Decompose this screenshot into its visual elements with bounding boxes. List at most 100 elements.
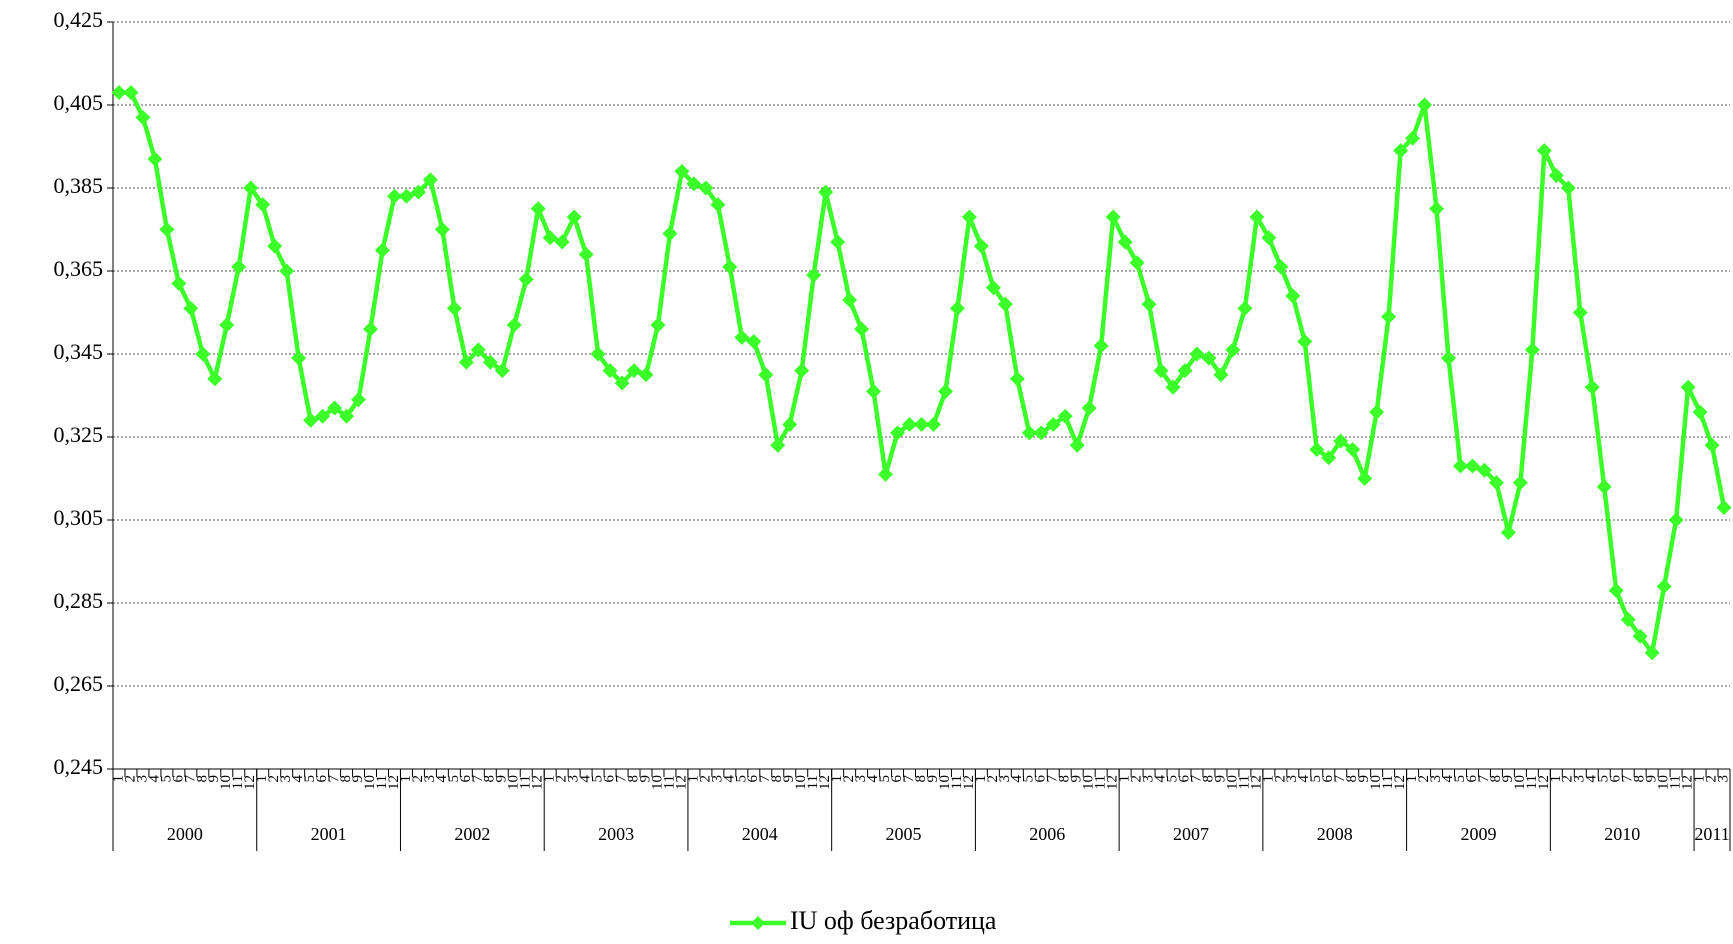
- y-tick-label: 0,325: [54, 422, 104, 447]
- year-label: 2001: [311, 824, 347, 844]
- marker: [1201, 350, 1217, 366]
- marker: [734, 329, 750, 345]
- series-line: [118, 90, 1727, 656]
- marker: [1345, 441, 1361, 457]
- marker: [770, 437, 786, 453]
- x-tick-label: 9: [925, 775, 941, 783]
- x-tick-label: 5: [158, 775, 174, 783]
- x-tick-label: 10: [793, 775, 809, 790]
- x-tick-label: 8: [1344, 775, 1360, 783]
- marker: [1285, 288, 1301, 304]
- x-tick-label: 3: [1428, 775, 1444, 783]
- marker: [746, 334, 762, 350]
- x-tick-label: 11: [805, 775, 821, 789]
- x-tick-label: 5: [1164, 775, 1180, 783]
- marker: [1081, 400, 1097, 416]
- x-tick-label: 11: [1236, 775, 1252, 789]
- x-tick-label: 1: [1117, 775, 1133, 783]
- x-tick-label: 10: [506, 775, 522, 790]
- x-tick-label: 12: [673, 775, 689, 790]
- year-label: 2007: [1173, 824, 1209, 844]
- x-tick-label: 4: [434, 775, 450, 783]
- marker: [698, 180, 714, 196]
- x-tick-label: 3: [1284, 775, 1300, 783]
- x-tick-label: 2: [122, 775, 138, 783]
- marker: [446, 300, 462, 316]
- marker: [1033, 425, 1049, 441]
- x-tick-label: 11: [1093, 775, 1109, 789]
- marker: [1309, 441, 1325, 457]
- x-tick-label: 6: [745, 775, 761, 783]
- x-tick-label: 8: [1057, 775, 1073, 783]
- marker: [171, 275, 187, 291]
- year-label: 2000: [167, 824, 203, 844]
- marker: [506, 317, 522, 333]
- marker: [1273, 259, 1289, 275]
- x-tick-label: 8: [1632, 775, 1648, 783]
- x-tick-label: 7: [182, 775, 198, 783]
- marker: [830, 234, 846, 250]
- marker: [219, 317, 235, 333]
- x-tick-label: 7: [1188, 775, 1204, 783]
- marker: [985, 280, 1001, 296]
- x-tick-label: 5: [877, 775, 893, 783]
- marker: [1333, 433, 1349, 449]
- marker: [1512, 475, 1528, 491]
- marker: [1608, 583, 1624, 599]
- x-tick-label: 7: [613, 775, 629, 783]
- x-tick-label: 7: [1476, 775, 1492, 783]
- x-tick-label: 12: [1105, 775, 1121, 790]
- x-tick-label: 5: [733, 775, 749, 783]
- x-tick-label: 9: [637, 775, 653, 783]
- marker: [123, 85, 139, 101]
- x-tick-label: 6: [1176, 775, 1192, 783]
- x-tick-label: 7: [470, 775, 486, 783]
- year-label: 2008: [1317, 824, 1353, 844]
- marker: [351, 392, 367, 408]
- marker: [147, 151, 163, 167]
- x-tick-label: 10: [1081, 775, 1097, 790]
- x-tick-label: 2: [1560, 775, 1576, 783]
- marker: [925, 417, 941, 433]
- marker: [1548, 168, 1564, 184]
- marker: [1596, 479, 1612, 495]
- marker: [949, 300, 965, 316]
- marker: [902, 417, 918, 433]
- x-tick-label: 11: [949, 775, 965, 789]
- marker: [566, 209, 582, 225]
- x-tick-label: 1: [1548, 775, 1564, 783]
- x-tick-label: 6: [1464, 775, 1480, 783]
- marker: [937, 383, 953, 399]
- marker: [818, 184, 834, 200]
- y-tick-label: 0,425: [54, 7, 104, 32]
- marker: [710, 197, 726, 213]
- x-tick-label: 1: [1404, 775, 1420, 783]
- x-tick-label: 3: [566, 775, 582, 783]
- x-tick-label: 7: [757, 775, 773, 783]
- y-tick-label: 0,345: [54, 339, 104, 364]
- x-tick-label: 2: [1703, 775, 1719, 783]
- marker: [914, 417, 929, 433]
- x-tick-label: 12: [1680, 775, 1696, 790]
- x-tick-label: 7: [1620, 775, 1636, 783]
- marker: [458, 354, 474, 370]
- marker: [195, 346, 211, 362]
- x-tick-label: 12: [386, 775, 402, 790]
- x-tick-label: 3: [709, 775, 725, 783]
- marker: [1117, 234, 1133, 250]
- x-tick-label: 6: [170, 775, 186, 783]
- x-tick-label: 2: [1272, 775, 1288, 783]
- marker: [159, 222, 175, 237]
- marker: [1704, 437, 1720, 453]
- marker: [434, 222, 450, 237]
- marker: [961, 209, 977, 225]
- marker: [183, 300, 199, 316]
- x-tick-label: 5: [302, 775, 318, 783]
- x-tick-label: 6: [458, 775, 474, 783]
- x-tick-label: 10: [1224, 775, 1240, 790]
- x-tick-label: 12: [1392, 775, 1408, 790]
- marker: [1476, 462, 1492, 478]
- marker: [686, 176, 702, 192]
- x-tick-label: 2: [841, 775, 857, 783]
- marker: [638, 367, 654, 383]
